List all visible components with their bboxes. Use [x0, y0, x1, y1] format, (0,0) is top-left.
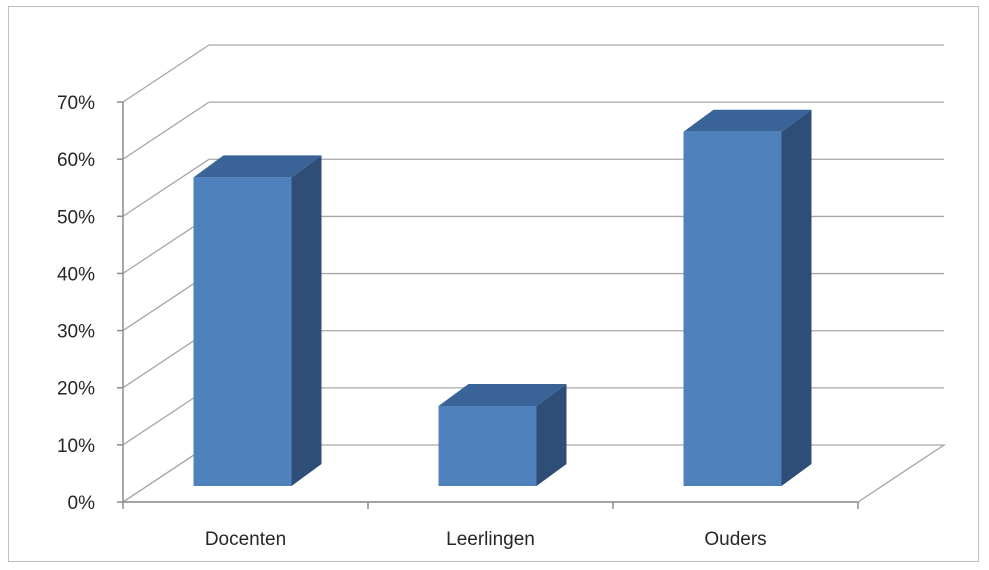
bar-top	[683, 109, 812, 132]
y-tick-label: 10%	[57, 436, 95, 457]
x-tick-label: Docenten	[205, 529, 286, 550]
bar-front	[193, 177, 292, 486]
y-tick-label: 0%	[68, 493, 96, 514]
y-tick-label: 70%	[57, 93, 95, 114]
y-tick-label: 50%	[57, 207, 95, 228]
bar-side	[291, 155, 322, 486]
y-tick-label: 40%	[57, 264, 95, 285]
y-tick-label: 30%	[57, 322, 95, 343]
axes	[117, 101, 859, 509]
bar-front	[438, 406, 537, 486]
x-tick-label: Ouders	[704, 529, 766, 550]
bar-side	[781, 109, 812, 486]
bar	[193, 155, 322, 486]
bar-front	[683, 131, 782, 486]
bar-side	[536, 384, 567, 486]
gridline-diagonal	[122, 158, 210, 217]
y-tick-label: 60%	[57, 150, 95, 171]
x-tick-label: Leerlingen	[446, 529, 535, 550]
gridline-diagonal	[122, 44, 210, 103]
bar	[438, 384, 567, 486]
labels: 0% 10% 20% 30% 40% 50% 60% 70% Docenten Leerlinge…	[57, 93, 767, 550]
bar-top	[193, 155, 322, 178]
gridline-diagonal	[122, 101, 210, 160]
bar	[683, 109, 812, 486]
bars	[193, 109, 812, 486]
bar-top	[438, 384, 567, 406]
y-tick-label: 20%	[57, 379, 95, 400]
